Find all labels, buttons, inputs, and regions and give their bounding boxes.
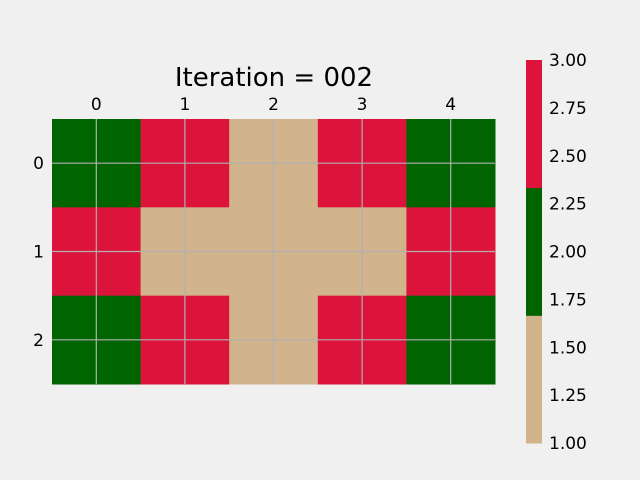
x-tick-labels: 0 1 2 3 4 [91, 95, 456, 115]
chart-title: Iteration = 002 [175, 63, 373, 93]
colorbar: 1.00 1.25 1.50 1.75 2.00 2.25 2.50 2.75 3.00 [526, 51, 587, 454]
x-tick-label: 2 [268, 95, 279, 115]
colorbar-tick-label: 1.50 [549, 338, 587, 358]
colorbar-tick-label: 1.75 [549, 290, 587, 310]
colorbar-tick-label: 1.25 [549, 386, 587, 406]
x-tick-label: 3 [357, 95, 368, 115]
colorbar-tick-label: 2.25 [549, 195, 587, 215]
y-tick-label: 0 [33, 154, 44, 174]
heatmap-grid [52, 119, 495, 384]
colorbar-tick-label: 3.00 [549, 51, 587, 71]
y-tick-label: 1 [33, 243, 44, 263]
y-tick-labels: 0 1 2 [33, 154, 44, 351]
x-tick-label: 4 [445, 95, 456, 115]
colorbar-band [526, 187, 542, 316]
colorbar-tick-label: 2.00 [549, 243, 587, 263]
x-tick-label: 0 [91, 95, 102, 115]
x-tick-label: 1 [179, 95, 190, 115]
colorbar-tick-label: 2.75 [549, 99, 587, 119]
colorbar-tick-label: 1.00 [549, 434, 587, 454]
colorbar-tick-label: 2.50 [549, 147, 587, 167]
y-tick-label: 2 [33, 331, 44, 351]
colorbar-band [526, 315, 542, 444]
colorbar-band [526, 60, 542, 189]
